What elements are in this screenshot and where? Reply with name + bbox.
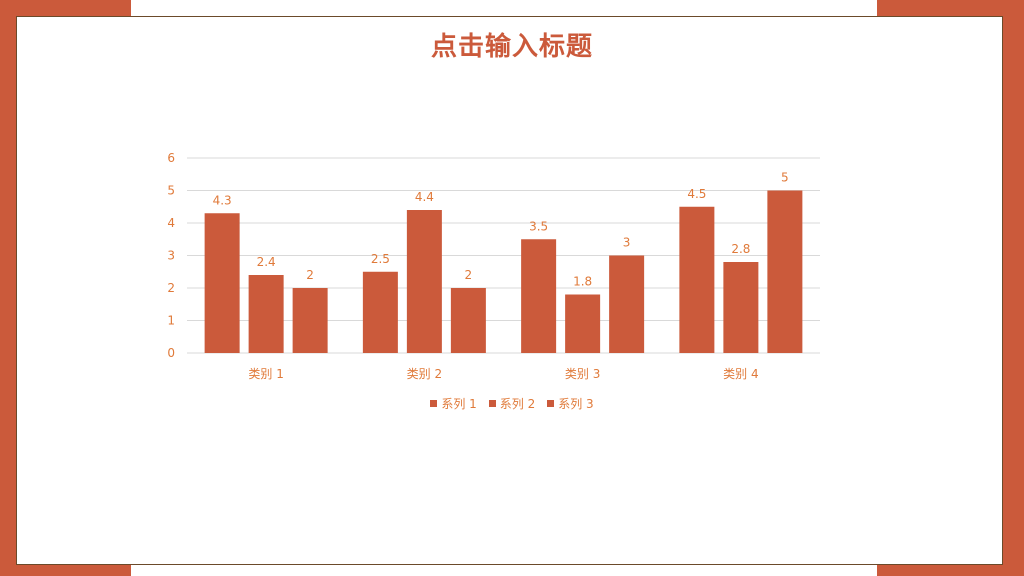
data-label: 3 — [623, 236, 631, 250]
bar — [565, 294, 601, 353]
chart-legend: 系列 1 系列 2 系列 3 — [0, 395, 1024, 412]
data-label: 1.8 — [573, 275, 592, 289]
data-label: 4.5 — [687, 187, 706, 201]
slide-title[interactable]: 点击输入标题 — [430, 32, 593, 62]
legend-label: 系列 2 — [499, 397, 536, 411]
right-edge — [1002, 0, 1024, 576]
data-label: 2.5 — [371, 252, 390, 266]
corner-bottom-left — [0, 564, 131, 576]
y-tick-label: 6 — [167, 151, 175, 165]
y-tick-label: 3 — [167, 249, 175, 263]
data-label: 2 — [306, 268, 314, 282]
legend-label: 系列 1 — [441, 397, 477, 411]
bar — [723, 262, 759, 353]
bar — [406, 210, 442, 353]
x-tick-label: 类别 2 — [407, 367, 442, 381]
data-label: 2 — [465, 268, 473, 282]
data-label: 2.4 — [257, 255, 276, 269]
slide-canvas — [16, 16, 1003, 565]
left-edge — [0, 0, 16, 576]
x-tick-label: 类别 1 — [248, 367, 283, 381]
y-tick-label: 0 — [167, 346, 175, 360]
legend-swatch — [547, 400, 555, 407]
bar — [362, 271, 398, 353]
y-tick-label: 4 — [167, 216, 175, 230]
legend-item: 系列 2 — [488, 395, 536, 412]
bar — [521, 239, 557, 353]
x-tick-label: 类别 4 — [723, 367, 758, 381]
legend-swatch — [430, 400, 438, 407]
bar — [609, 255, 645, 353]
data-label: 5 — [781, 171, 789, 185]
x-tick-label: 类别 3 — [565, 367, 600, 381]
bar — [204, 213, 240, 353]
data-label: 4.3 — [213, 193, 232, 207]
data-label: 3.5 — [529, 219, 548, 233]
corner-top-right — [877, 0, 1024, 16]
bar — [292, 288, 328, 353]
bar — [248, 275, 284, 353]
bar — [450, 288, 486, 353]
y-tick-label: 5 — [167, 184, 175, 198]
corner-bottom-right — [877, 564, 1024, 576]
data-label: 4.4 — [415, 190, 434, 204]
legend-item: 系列 3 — [547, 395, 594, 412]
y-tick-label: 1 — [167, 314, 175, 328]
bar — [679, 206, 715, 353]
corner-top-left — [0, 0, 131, 16]
legend-label: 系列 3 — [558, 397, 594, 411]
bar — [767, 190, 803, 353]
legend-swatch — [488, 400, 496, 407]
legend-item: 系列 1 — [430, 395, 477, 412]
data-label: 2.8 — [731, 242, 750, 256]
y-tick-label: 2 — [167, 281, 175, 295]
